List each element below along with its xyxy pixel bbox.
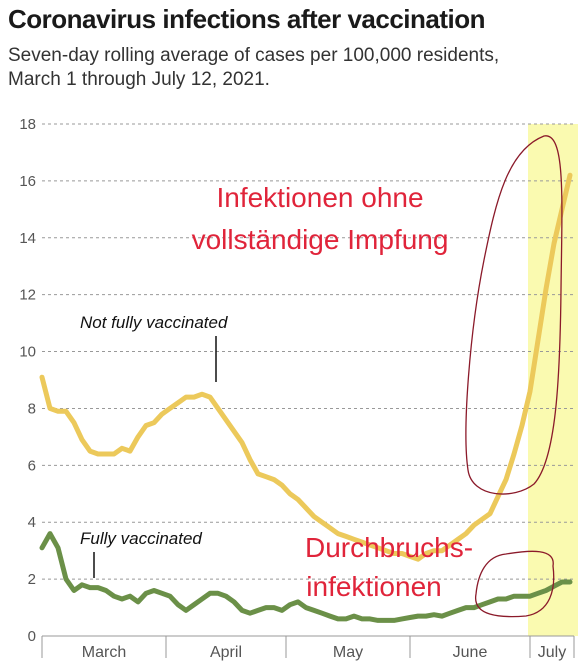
chart-subtitle: Seven-day rolling average of cases per 1… — [8, 45, 500, 90]
unvaccinated-surge-circle — [465, 135, 563, 495]
unvaccinated-annotation-line1: Infektionen ohne — [216, 182, 423, 213]
breakthrough-circle — [475, 550, 555, 618]
y-tick-label: 16 — [19, 173, 36, 190]
y-tick-label: 10 — [19, 344, 36, 361]
y-tick-label: 0 — [28, 628, 36, 645]
y-tick-label: 14 — [19, 230, 36, 247]
fully-vaccinated-label: Fully vaccinated — [80, 529, 202, 548]
breakthrough-annotation-line1: Durchbruchs- — [305, 532, 473, 563]
x-tick-label: May — [333, 644, 363, 661]
breakthrough-annotation-line2: infektionen — [306, 571, 441, 602]
x-tick-label: March — [82, 644, 126, 661]
gridlines — [42, 123, 574, 637]
y-tick-label: 12 — [19, 287, 36, 304]
y-tick-label: 18 — [19, 116, 36, 133]
unvaccinated-annotation-line2: vollständige Impfung — [192, 224, 449, 255]
x-tick-label: July — [538, 644, 566, 661]
y-tick-label: 8 — [28, 400, 36, 417]
series-lines — [39, 172, 573, 623]
y-tick-label: 2 — [28, 571, 36, 588]
x-tick-label: April — [210, 644, 242, 661]
y-tick-label: 6 — [28, 457, 36, 474]
x-axis: March April May June July — [41, 636, 575, 661]
fully-vaccinated-line — [39, 531, 573, 623]
not-fully-vaccinated-label: Not fully vaccinated — [80, 313, 228, 332]
y-axis-ticks: 0 2 4 6 8 10 12 14 16 18 — [19, 116, 36, 645]
chart-title: Coronavirus infections after vaccination — [8, 4, 486, 34]
july-highlight-band — [528, 124, 578, 636]
x-tick-label: June — [453, 644, 488, 661]
not-fully-vaccinated-line — [39, 172, 573, 562]
y-tick-label: 4 — [28, 514, 36, 531]
